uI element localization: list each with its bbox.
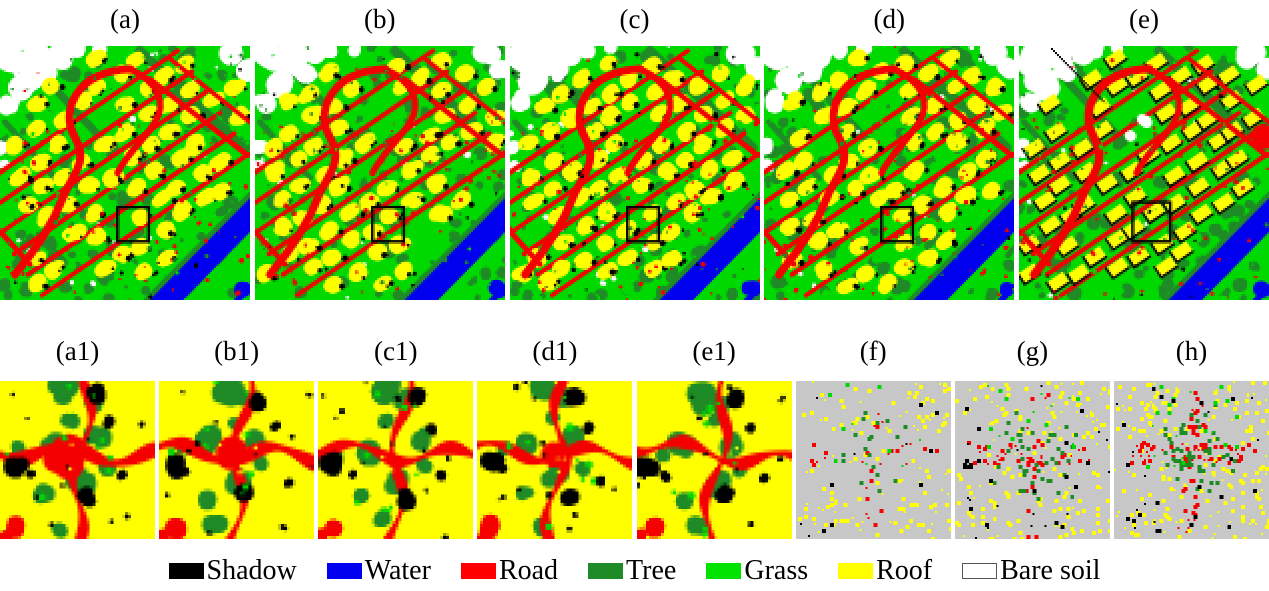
zoom-crop-e1 (636, 381, 792, 539)
panel-label-b: (b) (364, 4, 396, 34)
zoom-crop-d1 (477, 381, 633, 539)
legend-swatch-roof (838, 563, 874, 579)
zoom-crop-c1 (318, 381, 474, 539)
sample-dot-map-f (795, 381, 951, 539)
panel-label-b1: (b1) (214, 336, 260, 366)
legend-swatch-grass (706, 563, 742, 579)
panel-label-a1: (a1) (55, 336, 100, 366)
panel-label-e: (e) (1129, 4, 1159, 34)
legend-swatch-tree (588, 563, 624, 579)
legend-label-shadow: Shadow (206, 555, 297, 586)
sample-dot-map-g (954, 381, 1110, 539)
panel-label-c1: (c1) (374, 336, 418, 366)
classification-map-a (0, 46, 250, 300)
legend-item-roof: Roof (838, 555, 932, 587)
legend-item-bare-soil: Bare soil (962, 555, 1100, 587)
class-legend: Shadow Water Road Tree Grass Roof Bare s… (0, 555, 1269, 587)
panel-label-c: (c) (619, 4, 650, 34)
panel-label-f: (f) (859, 336, 887, 366)
bottom-label-row: (a1) (b1) (c1) (d1) (e1) (f) (g) (h) (0, 334, 1269, 368)
panel-label-h: (h) (1175, 336, 1208, 366)
sample-dot-map-h (1113, 381, 1269, 539)
legend-swatch-shadow (168, 563, 204, 579)
classification-map-d (764, 46, 1015, 300)
legend-item-road: Road (460, 555, 559, 587)
bottom-panel-row (0, 381, 1269, 539)
zoom-crop-a1 (0, 381, 155, 539)
legend-label-roof: Roof (876, 555, 933, 586)
legend-item-tree: Tree (588, 555, 676, 587)
reference-map-e (1019, 46, 1269, 300)
legend-swatch-bare-soil (962, 563, 998, 579)
legend-label-water: Water (364, 555, 431, 586)
top-label-row: (a) (b) (c) (d) (e) (0, 2, 1269, 36)
legend-label-grass: Grass (744, 555, 809, 586)
legend-item-shadow: Shadow (168, 555, 297, 587)
legend-swatch-road (460, 563, 496, 579)
panel-label-d1: (d1) (532, 336, 578, 366)
legend-label-bare-soil: Bare soil (1000, 555, 1101, 586)
panel-label-a: (a) (110, 4, 140, 34)
top-panel-row (0, 46, 1269, 300)
panel-label-g: (g) (1016, 336, 1049, 366)
legend-item-water: Water (326, 555, 431, 587)
panel-label-e1: (e1) (692, 336, 736, 366)
legend-label-road: Road (498, 555, 559, 586)
legend-swatch-water (326, 563, 362, 579)
panel-label-d: (d) (873, 4, 905, 34)
legend-label-tree: Tree (626, 555, 677, 586)
legend-item-grass: Grass (706, 555, 808, 587)
classification-map-b (254, 46, 505, 300)
zoom-crop-b1 (159, 381, 315, 539)
classification-map-c (509, 46, 760, 300)
